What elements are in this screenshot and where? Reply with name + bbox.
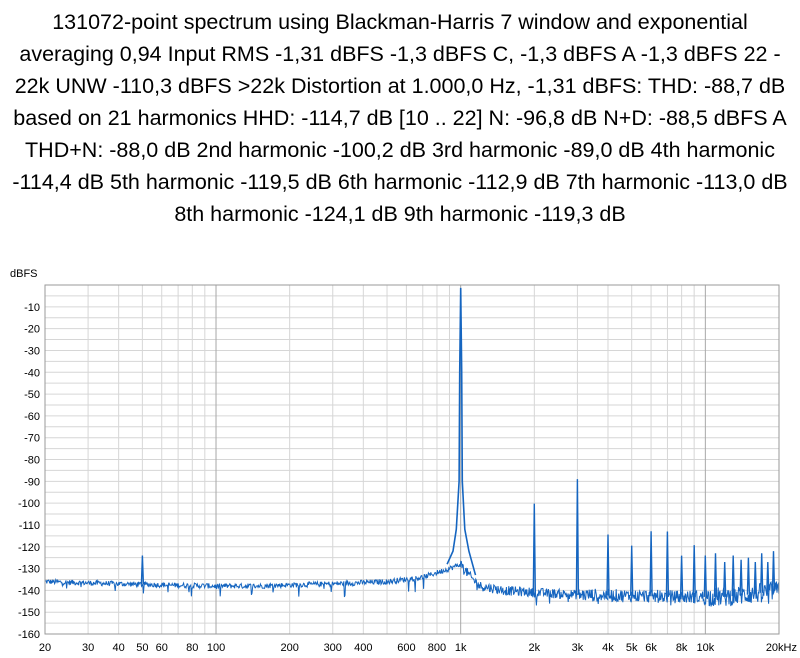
harmonic-peak — [713, 553, 718, 597]
y-tick-label: -160 — [18, 629, 40, 641]
x-tick-label: 300 — [324, 642, 342, 654]
y-axis-label: dBFS — [10, 268, 38, 280]
x-tick-label: 5k — [626, 642, 638, 654]
y-tick-label: -10 — [24, 302, 40, 314]
y-tick-label: -120 — [18, 542, 40, 554]
x-tick-label: 50 — [136, 642, 148, 654]
x-tick-label: 100 — [207, 642, 225, 654]
y-tick-label: -150 — [18, 607, 40, 619]
harmonic-peak — [739, 559, 743, 596]
harmonic-peak — [746, 557, 751, 595]
x-tick-label: 20 — [39, 642, 51, 654]
x-tick-label: 10k — [696, 642, 714, 654]
x-tick-label: 800 — [428, 642, 446, 654]
plot-frame — [44, 284, 780, 635]
harmonic-peak — [703, 555, 707, 597]
y-tick-label: -90 — [24, 476, 40, 488]
y-tick-label: -70 — [24, 433, 40, 445]
x-tick-label: 30 — [82, 642, 94, 654]
x-tick-label: 400 — [354, 642, 372, 654]
spectrum-noise-trace — [44, 560, 780, 607]
x-tick-label: 1k — [455, 642, 467, 654]
x-tick-label: 3k — [572, 642, 584, 654]
harmonic-peak — [575, 479, 580, 595]
x-tick-label: 200 — [280, 642, 298, 654]
harmonic-peak — [532, 503, 536, 593]
y-tick-label: -60 — [24, 411, 40, 423]
y-tick-label: -100 — [18, 498, 40, 510]
harmonic-peak — [766, 561, 770, 593]
y-tick-label: -80 — [24, 455, 40, 467]
chart-title: 131072-point spectrum using Blackman-Har… — [12, 10, 788, 226]
y-tick-label: -20 — [24, 324, 40, 336]
y-tick-label: -40 — [24, 367, 40, 379]
x-tick-label: 4k — [602, 642, 614, 654]
x-tick-label: 8k — [676, 642, 688, 654]
y-tick-label: -110 — [19, 520, 40, 532]
harmonic-peak — [606, 534, 610, 596]
harmonic-peak — [731, 555, 735, 597]
x-tick-label: 80 — [186, 642, 198, 654]
harmonic-peak — [692, 545, 696, 597]
y-tick-label: -140 — [18, 585, 40, 597]
harmonic-peak — [665, 531, 670, 597]
y-tick-label: -130 — [18, 564, 40, 576]
mains-spur-peak — [140, 555, 145, 585]
x-tick-label: 40 — [113, 642, 125, 654]
fundamental-peak — [446, 287, 477, 576]
y-tick-label: -30 — [24, 345, 40, 357]
x-tick-label: 6k — [645, 642, 657, 654]
harmonic-peak — [630, 545, 634, 596]
x-tick-label: 600 — [397, 642, 415, 654]
harmonic-peak — [760, 553, 764, 593]
x-tick-label: 20kHz — [766, 642, 797, 654]
x-tick-label: 60 — [156, 642, 168, 654]
x-tick-label: 2k — [529, 642, 541, 654]
y-tick-label: -50 — [24, 389, 40, 401]
harmonic-peak — [649, 531, 653, 597]
harmonic-peak — [723, 561, 727, 597]
harmonic-peak — [679, 555, 684, 597]
harmonic-peak — [753, 561, 757, 594]
harmonic-peak — [771, 551, 776, 592]
